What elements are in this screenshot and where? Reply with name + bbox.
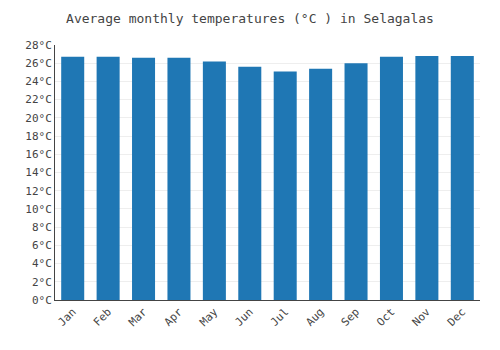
svg-text:Jun: Jun [233,306,256,329]
svg-text:4°C: 4°C [32,257,52,270]
svg-text:Oct: Oct [374,306,397,329]
svg-text:22°C: 22°C [25,93,52,106]
svg-text:Jul: Jul [268,306,291,329]
svg-text:Mar: Mar [126,305,150,329]
svg-text:12°C: 12°C [25,185,52,198]
svg-text:8°C: 8°C [32,221,52,234]
svg-text:16°C: 16°C [25,148,52,161]
svg-text:28°C: 28°C [25,39,52,52]
svg-text:Average monthly temperatures (: Average monthly temperatures (°C ) in Se… [66,11,434,26]
svg-text:Nov: Nov [410,305,434,329]
svg-text:May: May [197,305,221,329]
svg-text:26°C: 26°C [25,57,52,70]
svg-text:24°C: 24°C [25,75,52,88]
svg-text:18°C: 18°C [25,130,52,143]
svg-text:6°C: 6°C [32,239,52,252]
svg-text:10°C: 10°C [25,203,52,216]
svg-text:0°C: 0°C [32,294,52,307]
svg-text:Feb: Feb [91,306,114,329]
svg-text:Apr: Apr [162,305,186,329]
svg-text:14°C: 14°C [25,166,52,179]
svg-text:Jan: Jan [55,306,78,329]
svg-text:20°C: 20°C [25,112,52,125]
svg-text:Dec: Dec [445,306,468,329]
svg-text:Aug: Aug [303,306,326,329]
svg-text:2°C: 2°C [32,276,52,289]
svg-text:Sep: Sep [339,306,362,329]
